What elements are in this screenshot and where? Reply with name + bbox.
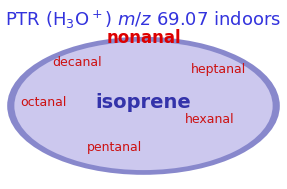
Text: heptanal: heptanal bbox=[191, 64, 246, 76]
Text: isoprene: isoprene bbox=[96, 93, 191, 112]
Text: hexanal: hexanal bbox=[185, 113, 234, 125]
Text: nonanal: nonanal bbox=[106, 29, 181, 47]
Text: octanal: octanal bbox=[20, 96, 66, 108]
Text: decanal: decanal bbox=[53, 56, 102, 69]
Text: pentanal: pentanal bbox=[87, 141, 142, 154]
Ellipse shape bbox=[7, 37, 280, 175]
Ellipse shape bbox=[14, 42, 273, 170]
Text: PTR (H$_3$O$^+$) $\it{m/z}$ 69.07 indoors: PTR (H$_3$O$^+$) $\it{m/z}$ 69.07 indoor… bbox=[5, 9, 282, 31]
